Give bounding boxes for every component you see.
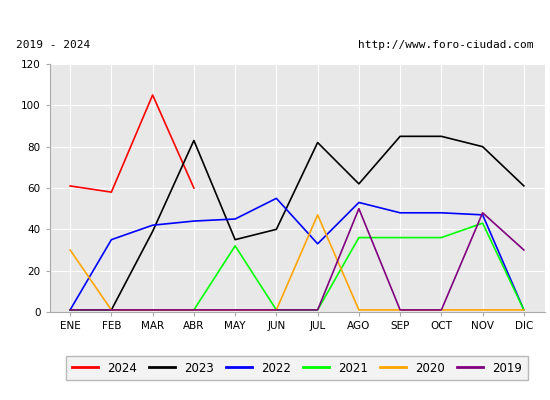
Text: 2019 - 2024: 2019 - 2024 <box>16 40 91 50</box>
Legend: 2024, 2023, 2022, 2021, 2020, 2019: 2024, 2023, 2022, 2021, 2020, 2019 <box>66 356 528 380</box>
Text: Evolucion Nº Turistas Extranjeros en el municipio de Prádena: Evolucion Nº Turistas Extranjeros en el … <box>72 16 478 30</box>
Text: http://www.foro-ciudad.com: http://www.foro-ciudad.com <box>358 40 534 50</box>
